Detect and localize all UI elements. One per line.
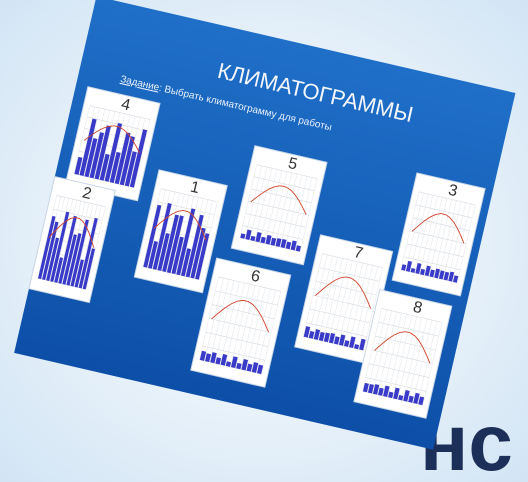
page: нс КЛИМАТОГРАММЫ Задание: Выбрать климат…	[0, 0, 528, 482]
scene: нс КЛИМАТОГРАММЫ Задание: Выбрать климат…	[0, 0, 528, 482]
